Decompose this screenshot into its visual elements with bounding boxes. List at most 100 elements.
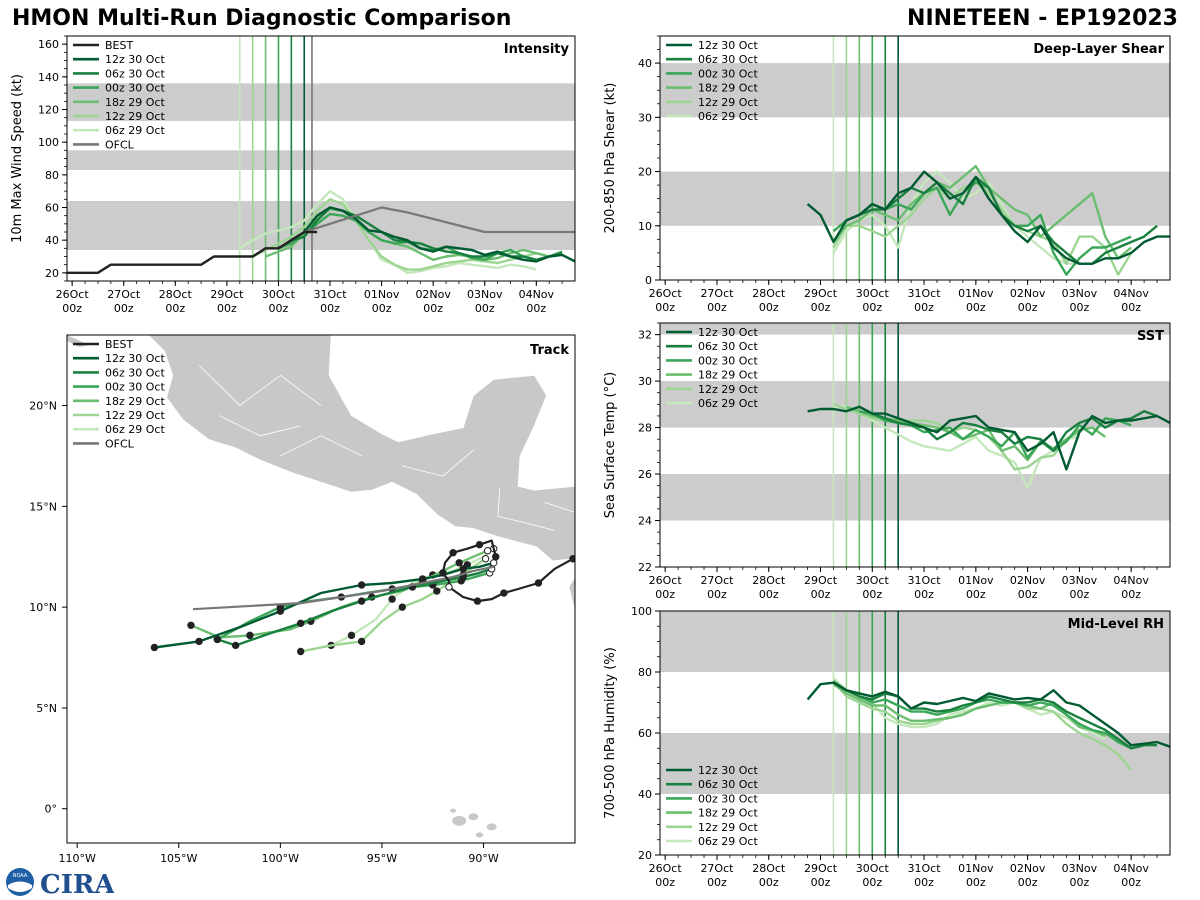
legend-label: 06z 30 Oct [105, 67, 165, 80]
legend-label: 12z 30 Oct [698, 764, 758, 777]
track-line-12z-29-oct [300, 557, 487, 653]
cuba-land [575, 367, 585, 377]
lon-tick-label: 95°W [367, 852, 397, 865]
y-tick-label: 20 [638, 849, 652, 862]
x-tick-label-date: 27Oct [107, 288, 141, 301]
galapagos-island [450, 808, 457, 813]
y-tick-label: 32 [638, 329, 652, 342]
series-line-18z-29-oct [832, 683, 1106, 738]
track-marker [418, 575, 427, 583]
x-tick-label-date: 01Nov [958, 862, 994, 875]
threshold-band [67, 150, 575, 170]
track-marker [357, 581, 366, 589]
y-tick-label: 30 [638, 375, 652, 388]
legend-label: 06z 29 Oct [105, 124, 165, 137]
x-tick-label-hour: 00z [423, 302, 443, 315]
x-tick-label-date: 28Oct [752, 287, 786, 300]
x-tick-label-hour: 00z [1018, 588, 1038, 601]
track-marker [347, 631, 356, 640]
x-tick-label-hour: 00z [1018, 301, 1038, 314]
y-tick-label: 100 [38, 136, 59, 149]
legend-label: 18z 29 Oct [698, 82, 758, 95]
x-tick-label-hour: 00z [1121, 876, 1141, 889]
galapagos-island [452, 815, 467, 826]
y-tick-label: 60 [45, 202, 59, 215]
legend-label: 12z 30 Oct [105, 352, 165, 365]
threshold-band [660, 611, 1170, 672]
plot-area [660, 323, 1170, 567]
x-tick-label-hour: 00z [759, 588, 779, 601]
legend-label: 06z 29 Oct [698, 835, 758, 848]
track-marker [187, 621, 195, 629]
x-tick-label-date: 30Oct [856, 574, 890, 587]
y-tick-label: 160 [38, 38, 59, 51]
panel-title: Intensity [504, 42, 570, 57]
x-tick-label-date: 26Oct [649, 574, 683, 587]
cira-logo: NOAA CIRA [6, 868, 114, 898]
track-marker [357, 597, 366, 605]
x-tick-label-date: 27Oct [700, 287, 734, 300]
threshold-band [67, 200, 575, 250]
legend-label: 12z 29 Oct [105, 409, 165, 422]
x-tick-label-hour: 00z [1070, 876, 1090, 889]
threshold-band [660, 474, 1170, 521]
x-tick-label-hour: 00z [759, 876, 779, 889]
legend-label: 12z 29 Oct [105, 110, 165, 123]
x-tick-label-hour: 00z [966, 301, 986, 314]
y-axis-label: 200-850 hPa Shear (kt) [603, 83, 618, 234]
legend-label: 12z 30 Oct [698, 39, 758, 52]
legend-label: 00z 30 Oct [698, 792, 758, 805]
y-tick-label: 60 [638, 727, 652, 740]
x-tick-label-date: 04Nov [1113, 287, 1149, 300]
x-tick-label-date: 04Nov [519, 288, 555, 301]
plot-area [660, 611, 1170, 855]
x-tick-label-date: 30Oct [856, 862, 890, 875]
legend-label: 18z 29 Oct [698, 807, 758, 820]
x-tick-label-hour: 00z [811, 876, 831, 889]
track-marker [433, 587, 441, 595]
legend-label: 06z 30 Oct [698, 340, 758, 353]
track-marker [296, 619, 305, 627]
border-line [544, 501, 575, 513]
x-tick-label-date: 31Oct [908, 287, 942, 300]
lat-tick-label: 10°N [29, 601, 57, 614]
x-tick-label-hour: 00z [707, 301, 727, 314]
legend-label: 12z 29 Oct [698, 383, 758, 396]
y-tick-label: 22 [638, 561, 652, 574]
x-tick-label-date: 29Oct [804, 287, 838, 300]
track-marker [455, 559, 463, 567]
track-marker [475, 540, 484, 549]
x-tick-label-date: 26Oct [649, 287, 683, 300]
legend-label: 06z 30 Oct [698, 778, 758, 791]
track-marker [213, 635, 222, 644]
x-tick-label-hour: 00z [1121, 301, 1141, 314]
x-tick-label-date: 02Nov [1010, 287, 1046, 300]
x-tick-label-date: 03Nov [1062, 862, 1098, 875]
legend-label: BEST [105, 39, 133, 52]
track-marker [439, 569, 447, 577]
track-marker [534, 579, 543, 587]
legend-label: BEST [105, 338, 133, 351]
page-title: HMON Multi-Run Diagnostic Comparison [12, 6, 512, 31]
border-line [402, 449, 474, 477]
x-tick-label-date: 01Nov [364, 288, 400, 301]
panel-title: Track [530, 343, 569, 358]
x-tick-label-date: 29Oct [210, 288, 244, 301]
plot-frame [659, 322, 1171, 568]
x-tick-label-date: 29Oct [804, 574, 838, 587]
lat-tick-label: 15°N [29, 500, 57, 513]
track-marker [481, 555, 490, 563]
track-marker [276, 607, 285, 615]
lat-tick-label: 5°N [36, 702, 57, 715]
y-axis-label: 700-500 hPa Humidity (%) [603, 647, 618, 819]
x-tick-label-hour: 00z [1070, 301, 1090, 314]
track-marker [500, 589, 508, 597]
x-tick-label-hour: 00z [217, 302, 237, 315]
track-marker [231, 641, 240, 650]
galapagos-island [475, 832, 484, 838]
x-tick-label-date: 02Nov [1010, 862, 1046, 875]
x-tick-label-hour: 00z [655, 301, 675, 314]
legend-label: 18z 29 Oct [698, 369, 758, 382]
x-tick-label-hour: 00z [811, 301, 831, 314]
